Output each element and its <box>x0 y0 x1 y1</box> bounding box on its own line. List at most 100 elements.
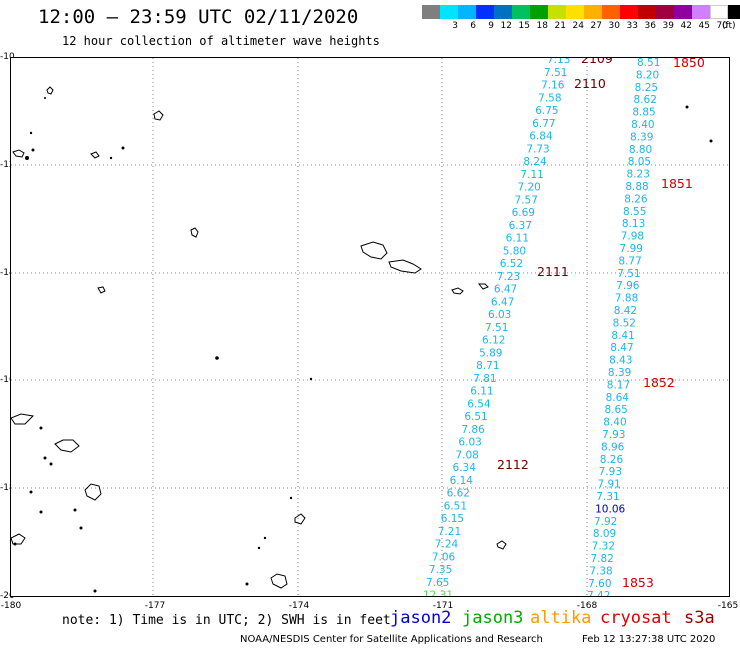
wave-height-value: 8.13 <box>622 218 645 230</box>
wave-height-value: 6.11 <box>470 386 493 398</box>
altimeter-track-b: 8.518.208.258.628.858.408.398.808.058.23… <box>587 57 660 602</box>
map-canvas: 7.137.517.167.586.756.776.847.738.247.11… <box>10 51 729 602</box>
scale-swatch <box>656 5 674 19</box>
wave-height-value: 7.58 <box>538 92 561 104</box>
wave-height-value: 8.47 <box>610 342 633 354</box>
color-scale-labels: 3 6 9 12 15 18 21 24 27 30 33 36 39 42 45 70 <box>422 21 728 31</box>
pass-time-label: 1853 <box>622 575 654 590</box>
wave-height-value: 8.40 <box>603 417 626 429</box>
footer-credit: NOAA/NESDIS Center for Satellite Applica… <box>240 634 543 645</box>
legend-s3a: s3a <box>684 608 715 628</box>
wave-height-value: 7.88 <box>615 293 638 305</box>
scale-swatch <box>530 5 548 19</box>
wave-height-value: 8.77 <box>618 255 641 267</box>
wave-height-value: 8.96 <box>601 441 625 453</box>
wave-height-value: 7.81 <box>473 373 496 385</box>
lon-label: -165 <box>717 601 739 611</box>
legend-cryosat: cryosat <box>600 608 672 628</box>
wave-height-value: 7.16 <box>541 80 565 92</box>
scale-label: 3 <box>452 21 458 31</box>
wave-height-value: 8.71 <box>476 360 499 372</box>
scale-spacer <box>422 21 440 31</box>
wave-height-value: 6.69 <box>512 207 535 219</box>
wave-height-value: 8.65 <box>604 404 627 416</box>
wave-height-value: 7.65 <box>426 577 449 589</box>
wave-height-value: 7.99 <box>620 243 643 255</box>
wave-height-value: 6.47 <box>491 296 514 308</box>
wave-height-value: 8.64 <box>606 392 630 404</box>
scale-swatch <box>476 5 494 19</box>
lat-label: -14 <box>0 268 15 278</box>
wave-height-value: 7.35 <box>429 564 452 576</box>
lon-label: -174 <box>288 601 310 611</box>
wave-height-value: 8.26 <box>624 193 648 205</box>
pass-time-label: 2111 <box>537 264 569 279</box>
pass-time-label: 2110 <box>574 76 606 91</box>
scale-label: 33 <box>626 21 638 31</box>
scale-label: 36 <box>644 21 656 31</box>
scale-label: 45 <box>698 21 710 31</box>
wave-height-value: 6.54 <box>467 398 491 410</box>
color-scale-bar <box>422 5 740 19</box>
lon-label: -168 <box>576 601 598 611</box>
scale-label: 18 <box>536 21 548 31</box>
color-scale-unit: (ft) <box>722 21 736 31</box>
lat-label: -20 <box>0 591 15 601</box>
pass-time-label: 2112 <box>497 457 529 472</box>
wave-height-value: 7.13 <box>547 58 570 66</box>
wave-height-value: 7.42 <box>587 590 610 596</box>
wave-height-value: 8.51 <box>637 58 660 69</box>
scale-swatch <box>548 5 566 19</box>
wave-height-value: 7.31 <box>596 491 619 503</box>
wave-height-value: 7.08 <box>455 449 478 461</box>
pass-time-label: 1850 <box>673 58 705 70</box>
scale-swatch <box>638 5 656 19</box>
wave-height-value: 8.80 <box>629 144 652 156</box>
scale-swatch <box>728 5 740 19</box>
wave-height-value: 7.24 <box>435 539 459 551</box>
wave-height-value: 6.62 <box>447 488 470 500</box>
wave-height-value: 7.93 <box>599 466 622 478</box>
wave-height-value: 6.34 <box>453 462 477 474</box>
scale-swatch <box>494 5 512 19</box>
wave-height-value: 7.06 <box>432 551 456 563</box>
wave-height-value: 8.20 <box>636 69 659 81</box>
wave-height-value: 7.92 <box>594 516 617 528</box>
wave-height-value: 6.84 <box>529 131 553 143</box>
scale-swatch <box>692 5 710 19</box>
units-note: note: 1) Time is in UTC; 2) SWH is in fe… <box>62 613 391 628</box>
lat-label: -16 <box>0 375 15 385</box>
wave-height-value: 10.06 <box>595 503 625 515</box>
wave-height-value: 6.51 <box>444 500 467 512</box>
wave-height-value: 7.23 <box>497 271 520 283</box>
wave-height-value: 8.23 <box>627 169 650 181</box>
scale-label: 42 <box>680 21 692 31</box>
lat-label: -18 <box>0 483 15 493</box>
scale-label: 9 <box>488 21 494 31</box>
wave-height-value: 5.80 <box>503 245 526 257</box>
wave-height-value: 7.51 <box>485 322 508 334</box>
wave-height-value: 8.52 <box>613 317 636 329</box>
scale-swatch <box>512 5 530 19</box>
page-title: 12:00 – 23:59 UTC 02/11/2020 <box>38 6 359 28</box>
wave-height-value: 7.51 <box>617 268 640 280</box>
wave-height-value: 8.17 <box>607 379 630 391</box>
wave-height-value: 8.39 <box>630 131 653 143</box>
pass-time-label: 1852 <box>643 375 675 390</box>
wave-height-value: 7.82 <box>590 553 613 565</box>
wave-height-value: 6.14 <box>450 475 474 487</box>
wave-height-value: 7.96 <box>616 280 640 292</box>
wave-height-value: 8.42 <box>614 305 637 317</box>
wave-height-value: 8.40 <box>631 119 654 131</box>
wave-height-value: 7.21 <box>438 526 461 538</box>
scale-label: 6 <box>470 21 476 31</box>
footer-timestamp: Feb 12 13:27:38 UTC 2020 <box>582 634 716 645</box>
wave-height-value: 6.15 <box>441 513 464 525</box>
scale-swatch <box>620 5 638 19</box>
wave-height-value: 8.88 <box>625 181 648 193</box>
scale-swatch <box>566 5 584 19</box>
wave-height-value: 8.25 <box>635 82 658 94</box>
wave-height-value: 6.12 <box>482 335 505 347</box>
lat-label: -10 <box>0 52 15 62</box>
wave-height-value: 7.60 <box>588 578 611 590</box>
